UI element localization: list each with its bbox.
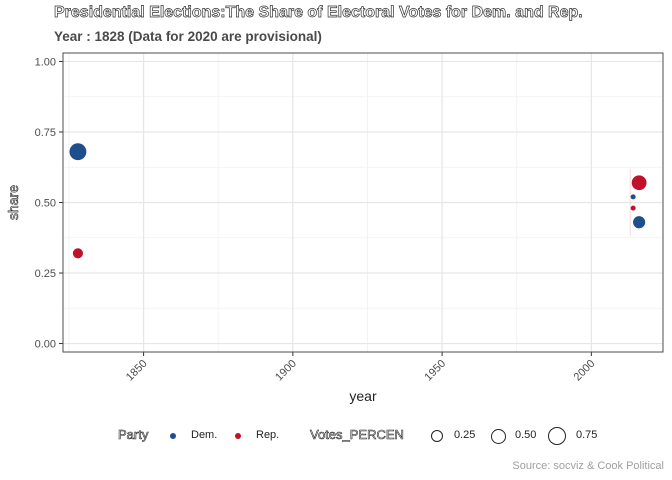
x-axis-title: year	[349, 388, 377, 404]
data-point-dem	[633, 216, 646, 229]
legend: Party Dem. Rep. Votes_PERCEN 0.25 0.50 0…	[0, 426, 672, 446]
data-point-dem	[630, 194, 636, 200]
legend-party-title: Party	[118, 427, 149, 443]
legend-dem-dot	[170, 433, 176, 439]
plot-border	[62, 52, 664, 353]
legend-size-025-ring	[431, 430, 443, 442]
data-point-rep	[631, 175, 647, 191]
data-point-rep	[630, 205, 636, 211]
chart-title: Presidential Elections:The Share of Elec…	[54, 4, 583, 22]
data-point-dem	[69, 143, 87, 161]
chart-subtitle: Year : 1828 (Data for 2020 are provision…	[54, 29, 322, 44]
legend-size-title: Votes_PERCEN	[310, 427, 405, 443]
legend-dem-label: Dem.	[191, 429, 218, 441]
chart-caption: Source: socviz & Cook Political	[512, 460, 664, 472]
y-tick-label: 1.00	[35, 56, 56, 68]
y-tick-label: 0.25	[35, 268, 56, 280]
x-tick-label: 1900	[273, 358, 299, 384]
legend-rep-label: Rep.	[256, 429, 280, 441]
legend-size-025-label: 0.25	[454, 429, 476, 441]
x-tick-label: 2000	[572, 358, 598, 384]
y-tick-label: 0.50	[35, 198, 56, 210]
x-tick-label: 1850	[124, 358, 150, 384]
x-tick-label: 1950	[422, 358, 448, 384]
legend-size-075-ring	[548, 427, 566, 445]
legend-size-075-label: 0.75	[576, 429, 598, 441]
legend-size-050-ring	[491, 429, 506, 444]
y-axis-title: share	[5, 185, 21, 220]
data-point-rep	[72, 248, 83, 259]
y-tick-label: 0.00	[35, 339, 56, 351]
legend-size-050-label: 0.50	[515, 429, 537, 441]
scatter-chart: 1850 1900 1950 2000 0.00 0.25 0.50 0.75 1.00 year…	[5, 52, 664, 404]
legend-rep-dot	[235, 433, 241, 439]
y-tick-label: 0.75	[35, 127, 56, 139]
